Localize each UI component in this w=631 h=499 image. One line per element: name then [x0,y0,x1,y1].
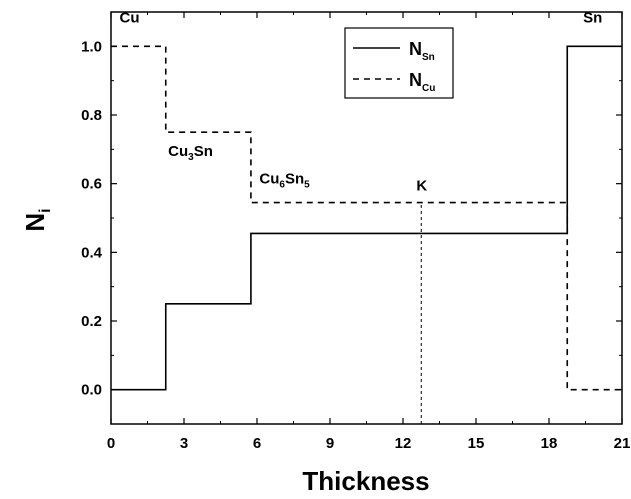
legend: NSn NCu [344,27,454,99]
legend-label-cu: NCu [409,70,435,94]
x-tick-label: 21 [614,435,631,452]
x-tick-label: 0 [107,435,115,452]
y-tick-label: 1.0 [81,38,102,55]
annotation-sn: Sn [583,9,602,26]
legend-box [344,27,454,99]
x-tick-label: 9 [326,435,334,452]
y-tick-label: 0.0 [81,382,102,399]
annotation-cu3sn: Cu3Sn [168,143,213,163]
y-tick-label: 0.8 [81,107,102,124]
y-axis-title: Ni [20,208,54,231]
x-tick-label: 12 [395,435,412,452]
y-tick-label: 0.4 [81,244,103,261]
x-tick-label: 18 [541,435,558,452]
series-line-sn [111,45,622,391]
annotations: Cu Cu3Sn Cu6Sn5 K Sn [120,9,603,194]
annotation-k: K [416,178,427,195]
y-tick-label: 0.2 [81,313,102,330]
series-group [111,45,622,424]
series-line-cu [111,45,622,391]
y-tick-label: 0.6 [81,176,102,193]
x-tick-label: 6 [253,435,261,452]
x-tick-label: 3 [180,435,188,452]
annotation-cu6sn5: Cu6Sn5 [259,171,310,191]
x-tick-label: 15 [468,435,485,452]
x-axis-title: Thickness [302,466,429,496]
annotation-cu: Cu [120,9,140,26]
legend-label-sn: NSn [409,39,435,63]
axes: 0 3 6 9 12 15 18 21 0.0 0.2 0.4 0.6 0.8 1.0 [81,11,631,452]
